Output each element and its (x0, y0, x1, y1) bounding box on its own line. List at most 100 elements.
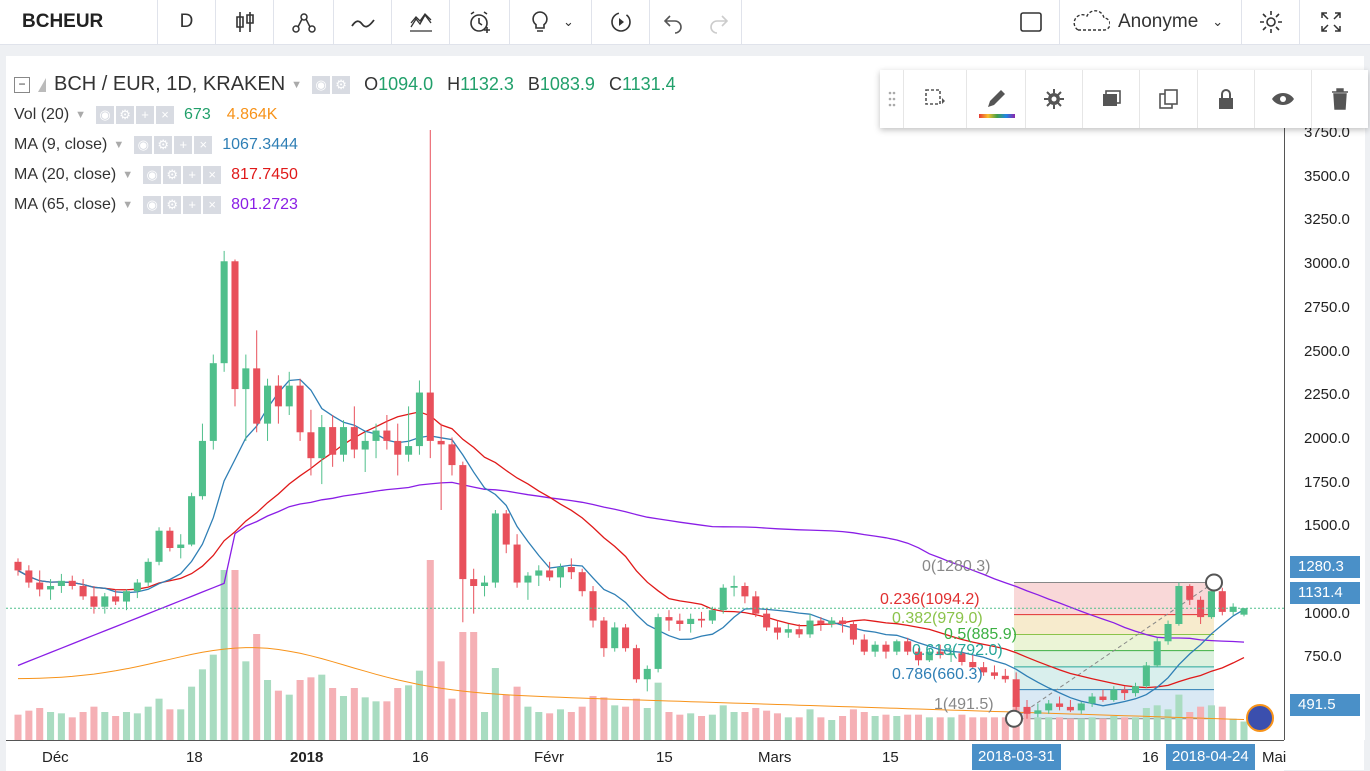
candle-body (155, 530, 163, 562)
volume-bar (567, 712, 575, 740)
eye-icon[interactable]: ◉ (134, 136, 153, 154)
chart-templates-icon[interactable] (392, 0, 450, 44)
gear-icon[interactable]: ⚙ (163, 166, 182, 184)
user-menu[interactable]: Anonyme ⌄ (1060, 0, 1242, 44)
indicator-name[interactable]: MA (20, close) (14, 166, 117, 183)
select-area-icon[interactable] (904, 70, 968, 128)
volume-bar (687, 713, 695, 740)
candle-body (947, 653, 955, 656)
settings-icon[interactable] (1026, 70, 1084, 128)
candle-body (687, 618, 695, 624)
eye-icon[interactable]: ◉ (96, 106, 115, 124)
redo-icon[interactable] (696, 0, 742, 44)
series-title[interactable]: BCH / EUR, 1D, KRAKEN (54, 73, 286, 95)
user-name: Anonyme (1118, 11, 1199, 32)
volume-bar (90, 706, 98, 740)
candle-body (730, 586, 738, 588)
volume-bar (144, 706, 152, 740)
symbol-search[interactable]: BCHEUR (0, 0, 158, 44)
undo-icon[interactable] (650, 0, 696, 44)
volume-bar (643, 708, 651, 740)
candle-body (47, 586, 55, 590)
candle-body (415, 392, 423, 447)
lock-icon[interactable] (1198, 70, 1255, 128)
candle-body (188, 496, 196, 545)
candle-body (578, 572, 586, 592)
volume-bar (524, 706, 532, 740)
trash-icon[interactable] (1312, 70, 1368, 128)
price-tick-label: 1500.0 (1304, 517, 1350, 535)
close-icon[interactable]: × (194, 136, 213, 154)
indicator-name[interactable]: MA (65, close) (14, 196, 117, 213)
gear-icon[interactable]: ⚙ (332, 75, 351, 94)
candle-body (90, 596, 98, 607)
candle-body (1001, 675, 1009, 680)
indicators-icon[interactable] (274, 0, 334, 44)
close-icon[interactable]: × (203, 196, 222, 214)
collapse-icon[interactable]: − (14, 76, 30, 93)
indicator-value: 4.864K (226, 106, 278, 123)
fullscreen-icon[interactable] (1300, 0, 1362, 44)
chevron-down-icon[interactable]: ▼ (122, 199, 134, 211)
volume-bar (79, 712, 87, 740)
candle-body (133, 582, 141, 592)
plus-icon[interactable]: + (174, 136, 193, 154)
chevron-down-icon[interactable]: ▼ (113, 139, 125, 151)
indicator-legend-ma9: MA (9, close) ▼ ◉ ⚙ + × 1067.3444 (14, 136, 298, 154)
volume-bar (904, 714, 912, 740)
chart-canvas[interactable] (6, 56, 1364, 770)
candle-body (122, 591, 131, 602)
chevron-down-icon[interactable]: ▼ (122, 169, 134, 181)
settings-icon[interactable] (1242, 0, 1300, 44)
candle-body (860, 639, 868, 652)
clone-icon[interactable] (1140, 70, 1198, 128)
candles-icon[interactable] (216, 0, 274, 44)
candle-body (481, 582, 489, 586)
price-tick-label: 2000.0 (1304, 429, 1350, 447)
pencil-icon[interactable] (967, 70, 1027, 128)
price-tick-label: 3250.0 (1304, 211, 1350, 229)
candle-body (980, 667, 988, 673)
chart-pane[interactable] (6, 56, 1364, 770)
close-icon[interactable]: × (203, 166, 222, 184)
plus-icon[interactable]: + (183, 196, 202, 214)
indicator-name[interactable]: Vol (20) (14, 106, 70, 123)
eye-icon[interactable]: ◉ (143, 196, 162, 214)
volume-bar (133, 713, 141, 740)
gear-icon[interactable]: ⚙ (154, 136, 173, 154)
drag-handle[interactable] (880, 70, 905, 128)
gear-icon[interactable]: ⚙ (116, 106, 135, 124)
plus-icon[interactable]: + (183, 166, 202, 184)
close-icon[interactable]: × (156, 106, 175, 124)
cloud-icon (1073, 10, 1110, 31)
price-axis[interactable] (1284, 126, 1365, 740)
candle-body (849, 624, 857, 640)
compare-icon[interactable] (334, 0, 392, 44)
candle-body (350, 427, 358, 450)
eye-icon[interactable]: ◉ (312, 75, 331, 94)
interval-selector[interactable]: D (158, 0, 216, 44)
replay-icon[interactable] (592, 0, 650, 44)
time-label: 16 (412, 749, 429, 766)
gear-icon[interactable]: ⚙ (163, 196, 182, 214)
idea-icon[interactable]: ⌄ (510, 0, 592, 44)
layers-icon[interactable] (1083, 70, 1141, 128)
volume-bar (556, 709, 565, 740)
candle-body (1121, 689, 1129, 694)
fib-zone (1014, 614, 1214, 635)
visibility-icon[interactable] (1255, 70, 1312, 128)
layout-icon[interactable] (1002, 0, 1060, 44)
alert-icon[interactable] (450, 0, 510, 44)
time-axis[interactable] (6, 740, 1284, 771)
volume-bar (578, 706, 586, 740)
chevron-down-icon[interactable]: ⌄ (563, 14, 574, 29)
candle-body (697, 618, 706, 621)
chevron-down-icon[interactable]: ▼ (75, 109, 87, 121)
indicator-legend-volume: Vol (20) ▼ ◉ ⚙ + × 673 4.864K (14, 106, 277, 124)
indicator-value: 801.2723 (231, 196, 298, 213)
eye-icon[interactable]: ◉ (143, 166, 162, 184)
chevron-down-icon[interactable]: ▼ (291, 78, 303, 91)
plus-icon[interactable]: + (136, 106, 155, 124)
price-tick-label: 3500.0 (1304, 167, 1350, 185)
indicator-name[interactable]: MA (9, close) (14, 136, 108, 153)
